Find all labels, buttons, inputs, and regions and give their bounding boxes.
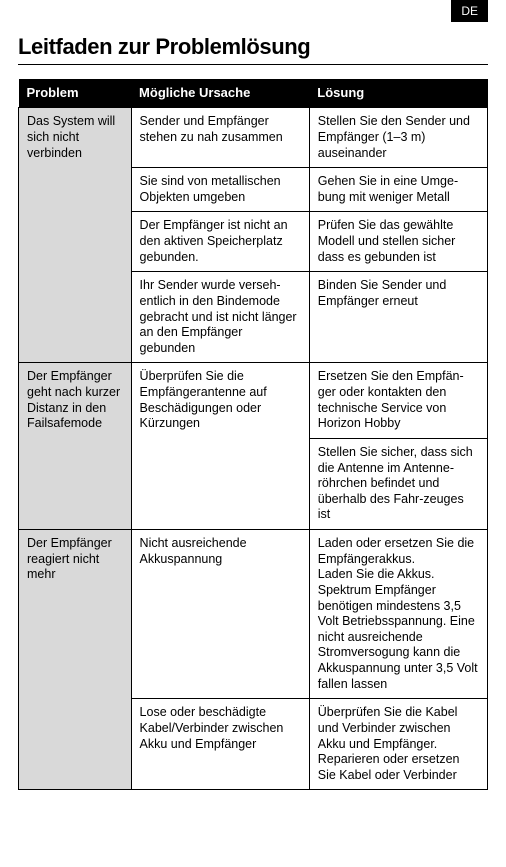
problem-cell: Das System will sich nicht verbinden [19, 108, 132, 363]
header-cause: Mögliche Ursache [131, 79, 309, 108]
cause-cell: Nicht ausreichende Akkuspannung [131, 530, 309, 699]
solution-cell: Prüfen Sie das gewählte Modell und stell… [309, 212, 487, 272]
cause-cell: Sie sind von metallischen Objekten umgeb… [131, 168, 309, 212]
solution-cell: Ersetzen Sie den Empfän-ger oder kontakt… [309, 363, 487, 439]
table-row: Das System will sich nicht verbindenSend… [19, 108, 488, 168]
cause-cell: Sender und Empfänger stehen zu nah zusam… [131, 108, 309, 168]
solution-cell: Stellen Sie den Sender und Empfänger (1–… [309, 108, 487, 168]
problem-cell: Der Empfänger reagiert nicht mehr [19, 530, 132, 790]
problem-cell: Der Empfänger geht nach kurzer Distanz i… [19, 363, 132, 530]
solution-cell: Binden Sie Sender und Empfänger erneut [309, 272, 487, 363]
solution-cell: Überprüfen Sie die Kabel und Verbinder z… [309, 699, 487, 790]
page-title: Leitfaden zur Problemlösung [18, 34, 488, 65]
solution-cell: Laden oder ersetzen Sie die Empfängerakk… [309, 530, 487, 699]
solution-cell: Stellen Sie sicher, dass sich die Antenn… [309, 438, 487, 529]
language-badge: DE [451, 0, 488, 22]
table-row: Der Empfänger reagiert nicht mehrNicht a… [19, 530, 488, 699]
troubleshooting-table: Problem Mögliche Ursache Lösung Das Syst… [18, 79, 488, 790]
table-row: Der Empfänger geht nach kurzer Distanz i… [19, 363, 488, 439]
header-solution: Lösung [309, 79, 487, 108]
cause-cell: Lose oder beschädigte Kabel/Verbinder zw… [131, 699, 309, 790]
table-header-row: Problem Mögliche Ursache Lösung [19, 79, 488, 108]
header-problem: Problem [19, 79, 132, 108]
solution-cell: Gehen Sie in eine Umge-bung mit weniger … [309, 168, 487, 212]
table-body: Das System will sich nicht verbindenSend… [19, 108, 488, 790]
cause-cell: Der Empfänger ist nicht an den aktiven S… [131, 212, 309, 272]
cause-cell: Überprüfen Sie die Empfängerantenne auf … [131, 363, 309, 530]
cause-cell: Ihr Sender wurde verseh-entlich in den B… [131, 272, 309, 363]
